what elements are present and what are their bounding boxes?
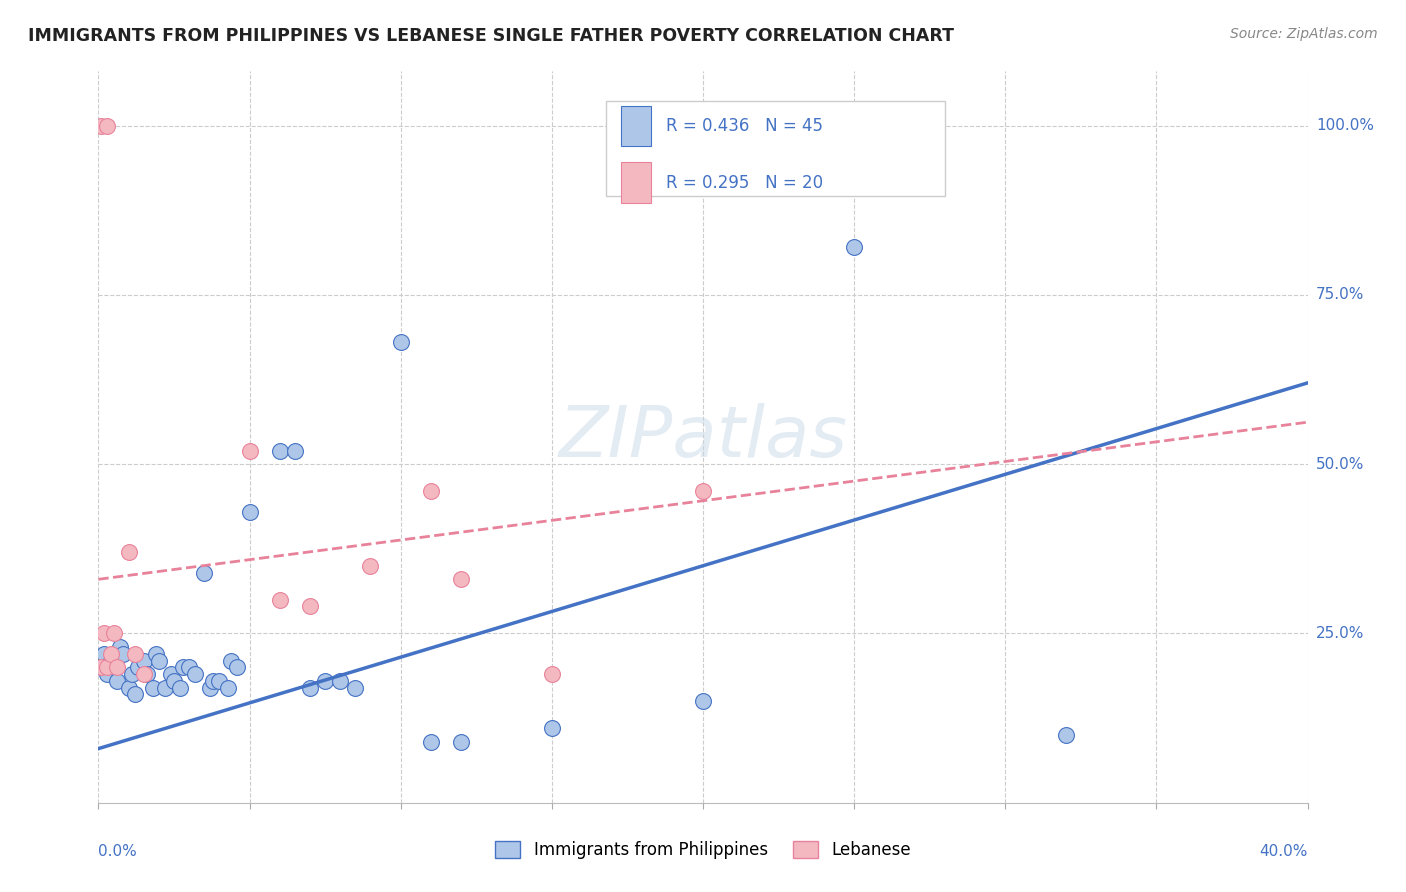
Point [344,681,367,695]
Point [93,647,115,661]
Point [299,681,322,695]
Point [127,660,149,674]
Legend: Immigrants from Philippines, Lebanese: Immigrants from Philippines, Lebanese [486,833,920,868]
Point [96,119,118,133]
Point [450,735,472,749]
Point [96,667,118,681]
Point [105,660,128,674]
Point [132,654,155,668]
Point [269,592,291,607]
Point [202,673,225,688]
Point [239,443,262,458]
FancyBboxPatch shape [621,106,651,146]
Point [169,681,191,695]
Point [226,660,249,674]
Point [193,566,215,580]
Text: 25.0%: 25.0% [1316,626,1364,641]
Point [163,673,186,688]
Point [105,673,128,688]
Point [132,667,155,681]
Text: R = 0.436   N = 45: R = 0.436 N = 45 [665,117,823,136]
Point [118,545,141,559]
Text: R = 0.295   N = 20: R = 0.295 N = 20 [665,174,823,192]
Point [121,667,143,681]
Point [269,443,291,458]
Text: 50.0%: 50.0% [1316,457,1364,472]
Point [450,572,472,586]
Point [90,119,112,133]
Text: Source: ZipAtlas.com: Source: ZipAtlas.com [1230,27,1378,41]
Point [103,626,125,640]
Point [299,599,322,614]
Point [692,694,714,708]
Point [100,647,122,661]
Point [111,647,134,661]
Point [314,673,336,688]
Point [179,660,201,674]
Point [142,681,165,695]
Point [96,660,118,674]
Point [135,667,157,681]
Point [329,673,352,688]
Text: IMMIGRANTS FROM PHILIPPINES VS LEBANESE SINGLE FATHER POVERTY CORRELATION CHART: IMMIGRANTS FROM PHILIPPINES VS LEBANESE … [28,27,955,45]
Point [844,240,866,254]
Point [172,660,194,674]
Point [221,654,243,668]
Point [160,667,183,681]
Point [239,505,262,519]
Point [540,721,562,735]
Point [118,681,141,695]
Point [153,681,176,695]
Point [217,681,239,695]
Point [148,654,170,668]
Point [145,647,167,661]
Point [100,654,122,668]
Point [90,660,112,674]
Point [360,558,382,573]
Point [1054,728,1077,742]
Point [124,647,146,661]
Point [420,484,443,499]
Point [184,667,207,681]
Point [90,660,112,674]
Point [420,735,443,749]
Text: 100.0%: 100.0% [1316,118,1374,133]
Point [208,673,231,688]
Text: 75.0%: 75.0% [1316,287,1364,302]
Text: 0.0%: 0.0% [98,845,138,860]
Text: ZIPatlas: ZIPatlas [558,402,848,472]
FancyBboxPatch shape [606,101,945,195]
Text: 40.0%: 40.0% [1260,845,1308,860]
Point [93,626,115,640]
Point [200,681,222,695]
Point [124,688,146,702]
Point [103,660,125,674]
FancyBboxPatch shape [621,162,651,202]
Point [692,484,714,499]
Point [389,335,412,350]
Point [108,640,131,654]
Point [540,667,562,681]
Point [284,443,307,458]
